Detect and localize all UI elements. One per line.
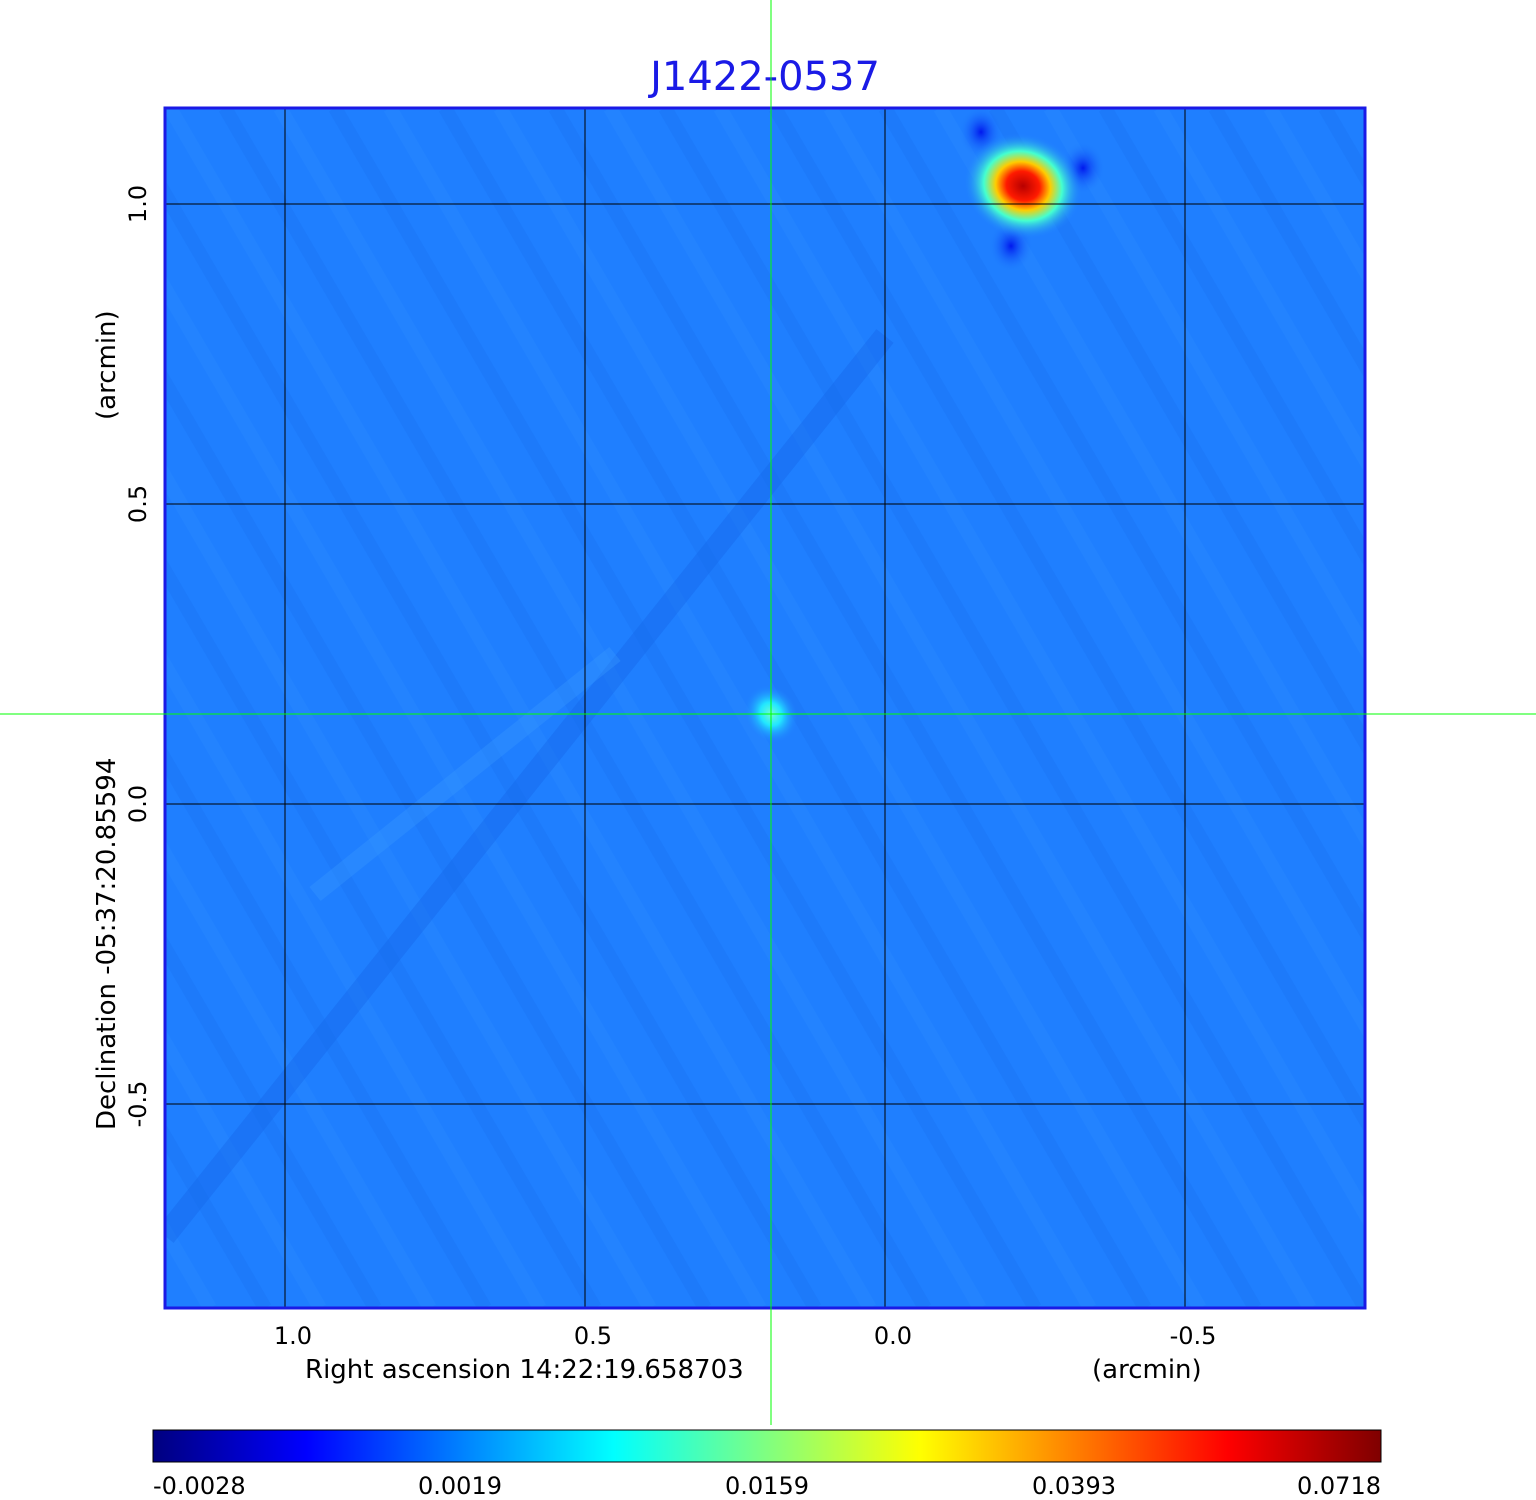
noise-stripe <box>878 108 1365 945</box>
x-axis-unit: (arcmin) <box>1092 1355 1202 1385</box>
colorbar <box>152 1429 1382 1463</box>
plot-frame <box>163 106 1367 1310</box>
colorbar-tick-label: 0.0393 <box>1032 1472 1116 1500</box>
noise-stripe <box>603 108 1317 1308</box>
colorbar-tick-labels: -0.0028 0.0019 0.0159 0.0393 0.0718 <box>153 1472 1381 1500</box>
noise-stripe <box>823 108 1365 1040</box>
x-tick-label: 1.0 <box>274 1322 312 1350</box>
noise-stripe <box>1208 108 1365 380</box>
noise-stripe <box>0 108 100 1308</box>
colorbar-tick-label: 0.0159 <box>725 1472 809 1500</box>
noise-stripe <box>0 108 45 1308</box>
noise-stripe <box>933 108 1365 851</box>
noise-stripe <box>165 462 657 1308</box>
coordinate-grid <box>165 108 1365 1308</box>
noise-stripe <box>1098 108 1365 568</box>
y-tick-labels: 1.0 0.5 0.0 -0.5 <box>124 185 152 1128</box>
noise-stripe <box>1435 108 1536 1308</box>
noise-stripe <box>383 108 1097 1308</box>
noise-stripe <box>165 179 822 1308</box>
noise-stripe <box>1490 108 1536 1308</box>
noise-stripe <box>165 274 767 1308</box>
noise-stripe <box>218 108 932 1308</box>
noise-stripe <box>988 108 1365 757</box>
y-tick-label: 1.0 <box>124 185 152 223</box>
noise-stripe <box>1043 108 1365 662</box>
noise-stripe <box>165 934 382 1308</box>
y-axis-unit: (arcmin) <box>92 310 122 420</box>
bright-source <box>963 133 1083 239</box>
noise-stripe <box>165 839 437 1308</box>
x-tick-label: -0.5 <box>1170 1322 1217 1350</box>
noise-stripe <box>328 108 1042 1308</box>
noise-stripes <box>0 108 1536 1308</box>
noise-stripe <box>165 108 877 1308</box>
noise-stripe <box>548 108 1262 1308</box>
noise-stripe <box>165 368 712 1308</box>
x-axis-label: Right ascension 14:22:19.658703 <box>305 1355 744 1385</box>
colorbar-tick-label: -0.0028 <box>153 1472 246 1500</box>
noise-stripe <box>1153 108 1365 474</box>
noise-stripe <box>713 108 1365 1228</box>
noise-stripe <box>768 108 1365 1134</box>
x-tick-label: 0.5 <box>574 1322 612 1350</box>
noise-stripe <box>165 556 602 1308</box>
y-tick-label: 0.5 <box>124 485 152 523</box>
noise-stripe <box>493 108 1207 1308</box>
chart-title: J1422-0537 <box>647 54 880 100</box>
noise-stripe <box>1380 108 1536 1308</box>
y-tick-label: 0.0 <box>124 785 152 823</box>
noise-stripe <box>273 108 987 1308</box>
noise-stripe <box>658 108 1365 1308</box>
noise-stripe <box>165 1028 327 1308</box>
noise-stripe <box>165 651 547 1308</box>
y-axis-label: Declination -05:37:20.85594 <box>92 758 122 1130</box>
x-tick-labels: 1.0 0.5 0.0 -0.5 <box>274 1322 1217 1350</box>
x-tick-label: 0.0 <box>874 1322 912 1350</box>
crosshair <box>0 0 1536 1425</box>
colorbar-tick-label: 0.0019 <box>418 1472 502 1500</box>
noise-stripe <box>165 745 492 1308</box>
y-tick-label: -0.5 <box>124 1081 152 1128</box>
artefact-ridge <box>309 646 621 902</box>
colorbar-tick-label: 0.0718 <box>1297 1472 1381 1500</box>
radio-image <box>0 108 1536 1308</box>
